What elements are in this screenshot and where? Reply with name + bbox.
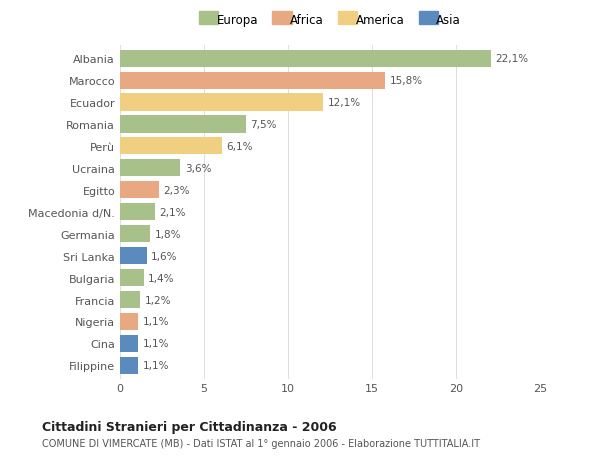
Text: 1,4%: 1,4%: [148, 273, 174, 283]
Bar: [120, 269, 143, 286]
Bar: [120, 138, 223, 155]
Bar: [120, 160, 181, 177]
Bar: [120, 291, 140, 308]
Bar: [120, 313, 139, 330]
Text: 2,1%: 2,1%: [160, 207, 186, 217]
Text: 12,1%: 12,1%: [328, 98, 361, 108]
Text: 15,8%: 15,8%: [389, 76, 423, 86]
Text: 22,1%: 22,1%: [496, 54, 529, 64]
Bar: [120, 73, 385, 90]
Text: COMUNE DI VIMERCATE (MB) - Dati ISTAT al 1° gennaio 2006 - Elaborazione TUTTITAL: COMUNE DI VIMERCATE (MB) - Dati ISTAT al…: [42, 438, 480, 448]
Text: 3,6%: 3,6%: [185, 163, 211, 174]
Text: 1,8%: 1,8%: [154, 229, 181, 239]
Bar: [120, 226, 150, 243]
Text: 1,2%: 1,2%: [145, 295, 171, 305]
Text: Cittadini Stranieri per Cittadinanza - 2006: Cittadini Stranieri per Cittadinanza - 2…: [42, 420, 337, 433]
Bar: [120, 357, 139, 374]
Text: 1,1%: 1,1%: [143, 339, 169, 349]
Text: 2,3%: 2,3%: [163, 185, 190, 196]
Bar: [120, 335, 139, 352]
Bar: [120, 204, 155, 221]
Legend: Europa, Africa, America, Asia: Europa, Africa, America, Asia: [197, 12, 463, 29]
Text: 1,6%: 1,6%: [151, 251, 178, 261]
Text: 6,1%: 6,1%: [227, 142, 253, 151]
Bar: [120, 182, 158, 199]
Bar: [120, 94, 323, 112]
Text: 1,1%: 1,1%: [143, 317, 169, 327]
Text: 7,5%: 7,5%: [250, 120, 277, 130]
Bar: [120, 50, 491, 67]
Bar: [120, 247, 147, 264]
Text: 1,1%: 1,1%: [143, 361, 169, 370]
Bar: [120, 116, 246, 133]
